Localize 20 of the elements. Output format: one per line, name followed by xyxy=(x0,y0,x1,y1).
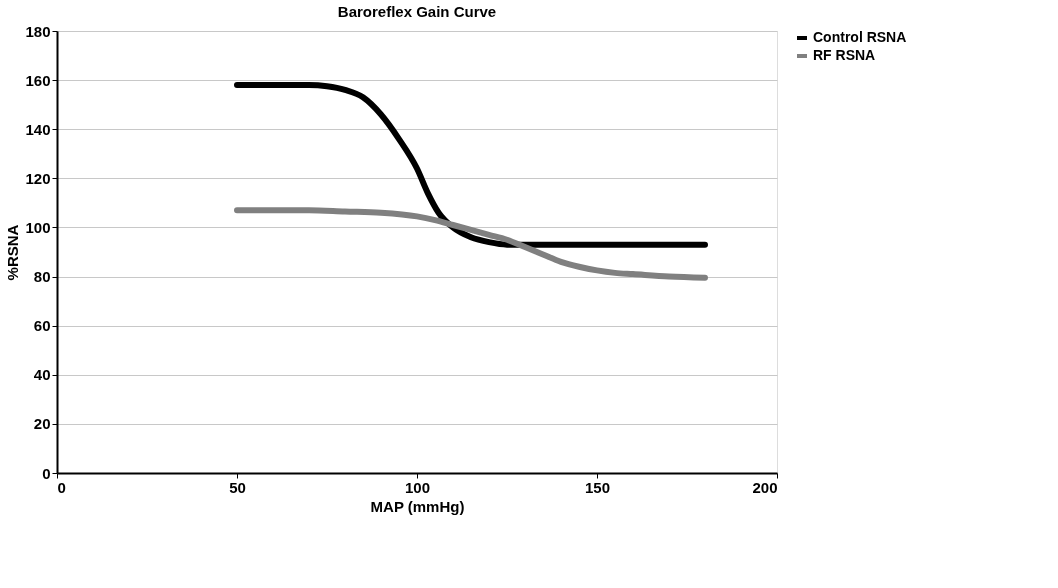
y-tick-label: 60 xyxy=(33,317,51,335)
y-tick-label: 100 xyxy=(25,218,51,236)
legend-label: Control RSNA xyxy=(813,29,907,45)
x-tick-label: 150 xyxy=(584,478,611,496)
chart-title: Baroreflex Gain Curve xyxy=(337,3,497,20)
y-tick-label: 120 xyxy=(25,169,51,187)
x-tick-label: 50 xyxy=(229,478,246,496)
y-tick-label: 40 xyxy=(33,366,51,384)
y-tick-label: 80 xyxy=(33,268,51,286)
x-tick-label: 100 xyxy=(404,478,431,496)
y-tick-label: 180 xyxy=(25,22,51,40)
y-tick-label: 140 xyxy=(25,120,51,138)
y-tick-label: 0 xyxy=(42,464,51,482)
x-axis-title: MAP (mmHg) xyxy=(370,497,465,515)
x-tick-label: 200 xyxy=(752,478,778,496)
x-tick-label: 0 xyxy=(57,478,66,496)
y-tick-label: 20 xyxy=(33,415,51,433)
y-tick-label: 160 xyxy=(25,71,51,89)
y-axis-title: %RSNA xyxy=(4,224,22,281)
legend-label: RF RSNA xyxy=(813,47,876,63)
